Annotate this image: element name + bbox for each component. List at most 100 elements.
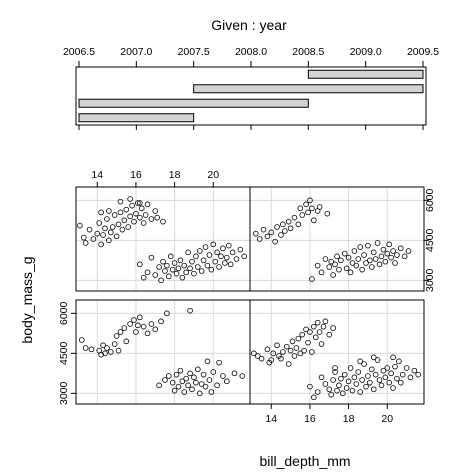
scatter-point [370,249,377,256]
scatter-point [169,379,176,386]
scatter-point [137,214,143,221]
scatter-point [367,379,373,386]
scatter-point [307,329,313,335]
scatter-point [382,374,389,381]
scatter-point [185,382,191,389]
scatter-point [123,338,130,345]
scatter-point [109,224,116,230]
given-interval-bar [78,113,195,123]
scatter-point [171,260,178,266]
scatter-point [376,261,383,268]
scatter-point [224,378,230,385]
scatter-point [251,350,257,357]
scatter-point [220,373,226,379]
scatter-point [396,358,402,365]
scatter-point [214,382,220,389]
y-tick-label: 3000 [424,268,436,292]
y-tick-label: 3000 [58,381,70,405]
scatter-point [351,374,358,381]
scatter-point [353,262,360,269]
scatter-point [303,326,309,333]
scatter-point [295,335,302,342]
scatter-panel-4 [249,186,425,292]
given-axis-tick-label: 2007.0 [120,46,152,58]
scatter-point [316,204,323,210]
scatter-point [343,385,350,391]
scatter-point [260,226,267,233]
scatter-point [305,339,311,346]
given-interval-bar [78,98,309,108]
scatter-point [189,258,195,265]
scatter-point [309,276,315,282]
scatter-point [169,266,176,273]
scatter-point [281,228,288,234]
scatter-point [123,206,130,213]
scatter-point [309,349,315,355]
scatter-point [368,366,375,373]
scatter-point [229,249,236,256]
scatter-point [392,363,398,370]
scatter-point [254,353,261,359]
scatter-point [239,373,246,379]
scatter-point [100,232,106,238]
scatter-point [388,254,394,261]
scatter-point [334,253,340,260]
scatter-point [347,269,354,276]
scatter-point [198,268,205,274]
scatter-point [305,209,311,216]
scatter-point [237,246,244,253]
scatter-point [216,359,222,366]
scatter-point [363,383,369,390]
scatter-point [181,389,188,395]
scatter-point [359,377,365,383]
scatter-point [274,342,280,349]
scatter-point [336,266,342,273]
scatter-point [127,196,133,202]
scatter-point [113,333,120,339]
x-tick-label: 20 [381,413,393,425]
panel-frame [75,186,251,292]
scatter-point [258,355,265,362]
scatter-point [285,361,292,367]
scatter-point [390,248,396,254]
scatter-point [370,386,377,393]
scatter-point [357,244,364,250]
scatter-point [278,232,284,238]
y-axis-label: body_mass_g [19,256,35,343]
scatter-point [374,357,381,363]
scatter-point [102,350,108,357]
scatter-point [233,256,240,262]
scatter-point [156,264,162,270]
scatter-point [326,331,333,338]
scatter-point [403,365,410,371]
scatter-point [264,346,271,353]
scatter-point [378,382,385,389]
scatter-point [131,218,137,225]
scatter-point [104,345,110,351]
scatter-point [330,377,336,383]
scatter-point [241,253,248,260]
scatter-point [332,365,338,371]
scatter-point [231,370,238,377]
scatter-point [86,226,93,233]
given-axis-tick-label: 2006.5 [63,46,95,58]
scatter-point [397,245,404,252]
scatter-point [355,369,362,375]
scatter-point [386,379,393,386]
scatter-point [135,322,141,329]
scatter-point [390,385,396,391]
scatter-point [138,205,145,212]
scatter-point [268,229,275,236]
scatter-point [94,230,101,237]
scatter-point [166,373,172,379]
scatter-point [303,201,309,208]
scatter-point [144,201,151,208]
scatter-point [372,371,379,378]
scatter-point [189,386,195,393]
scatter-point [349,387,356,394]
scatter-point [330,272,336,278]
y-tick-label: 6000 [58,301,70,325]
scatter-point [195,366,201,373]
y-tick-label: 4500 [424,228,436,252]
scatter-point [119,226,126,233]
